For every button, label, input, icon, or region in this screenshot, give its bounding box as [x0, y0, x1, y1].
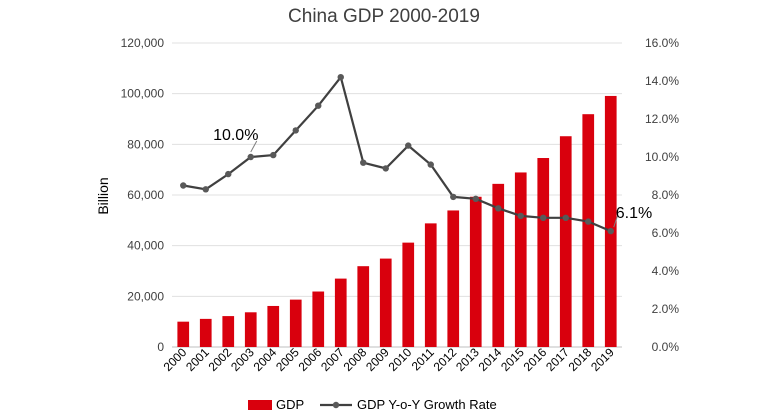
gdp-bar [469, 196, 482, 347]
annotation-label: 6.1% [616, 205, 652, 222]
gdp-bar [492, 183, 505, 347]
y-tick-label: 100,000 [121, 87, 165, 101]
y2-tick-label: 10.0% [645, 150, 679, 164]
gdp-bar [334, 278, 347, 347]
left-axis-ticks: 0 20,000 40,000 60,000 80,000 100,000 120,000 [121, 36, 165, 354]
growth-rate-point [472, 195, 479, 202]
legend-swatch-growth-marker [332, 401, 340, 409]
x-tick-label: 2016 [521, 345, 550, 374]
growth-rate-line [180, 74, 614, 235]
growth-rate-point [382, 165, 389, 172]
x-tick-label: 2017 [543, 345, 572, 374]
growth-rate-point [540, 214, 547, 221]
y2-tick-label: 12.0% [645, 112, 679, 126]
growth-rate-point [202, 186, 209, 193]
growth-rate-point [292, 127, 299, 134]
growth-rate-point [450, 193, 457, 201]
growth-rate-point [315, 102, 322, 109]
annotation-leader [613, 214, 619, 228]
x-tick-label: 2002 [206, 345, 235, 374]
growth-rate-point [562, 214, 569, 221]
x-tick-label: 2009 [363, 345, 392, 374]
growth-rate-point [517, 212, 524, 220]
annotation-label: 10.0% [213, 127, 258, 144]
legend-label-gdp: GDP [276, 397, 304, 412]
gdp-bar [312, 291, 325, 347]
y2-tick-label: 0.0% [652, 340, 680, 354]
x-tick-label: 2008 [341, 345, 370, 374]
gdp-bar [177, 321, 190, 347]
y2-tick-label: 6.0% [652, 226, 680, 240]
x-tick-label: 2019 [588, 345, 617, 374]
gdp-bar [559, 136, 572, 347]
gdp-bar [199, 318, 212, 347]
x-tick-label: 2015 [498, 345, 527, 374]
x-tick-label: 2011 [409, 345, 437, 373]
gdp-bar [424, 223, 437, 347]
growth-rate-point [405, 142, 412, 149]
growth-rate-line-path [183, 74, 612, 233]
annotations: 10.0% 6.1% [213, 127, 652, 228]
gridlines [172, 42, 622, 348]
x-tick-label: 2001 [183, 345, 212, 374]
x-tick-label: 2018 [566, 345, 595, 374]
growth-rate-point [585, 218, 592, 225]
gdp-bar [244, 312, 257, 347]
gdp-bar [289, 299, 302, 347]
gdp-bar [222, 316, 235, 347]
annotation-leader [250, 140, 258, 153]
gdp-bars [177, 95, 617, 348]
y2-tick-label: 4.0% [652, 264, 680, 278]
x-tick-label: 2003 [228, 345, 257, 374]
growth-rate-point [247, 153, 254, 161]
growth-rate-point [495, 205, 502, 212]
growth-rate-point [225, 170, 232, 178]
gdp-bar [604, 95, 617, 348]
y-tick-label: 20,000 [127, 289, 164, 303]
y-tick-label: 60,000 [127, 188, 164, 202]
growth-rate-point [607, 227, 614, 235]
gdp-bar [267, 305, 280, 347]
x-tick-label: 2007 [318, 345, 347, 374]
right-axis-ticks: 0.0% 2.0% 4.0% 6.0% 8.0% 10.0% 12.0% 14.0% 16.0% [645, 36, 679, 354]
x-tick-label: 2006 [296, 345, 325, 374]
y-tick-label: 0 [157, 340, 164, 354]
growth-rate-point [180, 182, 187, 189]
legend-swatch-gdp [248, 400, 272, 410]
gdp-bar [537, 158, 550, 347]
y2-tick-label: 8.0% [652, 188, 680, 202]
growth-rate-point [270, 151, 277, 159]
y-tick-label: 120,000 [121, 36, 165, 50]
x-tick-label: 2014 [476, 345, 505, 374]
legend-label-growth: GDP Y-o-Y Growth Rate [357, 397, 497, 412]
y2-tick-label: 14.0% [645, 74, 679, 88]
x-tick-label: 2005 [273, 345, 302, 374]
growth-rate-point [337, 74, 344, 81]
y2-tick-label: 2.0% [652, 302, 680, 316]
legend: GDP GDP Y-o-Y Growth Rate [248, 397, 497, 412]
growth-rate-point [360, 159, 367, 166]
x-tick-label: 2004 [251, 345, 280, 374]
y-tick-label: 80,000 [127, 137, 164, 151]
x-tick-label: 2013 [453, 345, 482, 374]
chart-title: China GDP 2000-2019 [288, 6, 480, 27]
y-tick-label: 40,000 [127, 239, 164, 253]
gdp-bar [357, 266, 370, 347]
gdp-bar [402, 242, 415, 347]
x-tick-label: 2010 [386, 345, 415, 374]
y-axis-label: Billion [95, 177, 111, 214]
y2-tick-label: 16.0% [645, 36, 679, 50]
x-tick-label: 2012 [431, 345, 460, 374]
growth-rate-point [427, 161, 434, 168]
x-axis-ticks: 2000200120022003200420052006200720082009… [161, 345, 618, 374]
gdp-bar [582, 114, 595, 347]
gdp-bar [514, 172, 527, 347]
gdp-bar [379, 258, 392, 347]
x-tick-label: 2000 [161, 345, 190, 374]
gdp-bar [447, 210, 460, 347]
